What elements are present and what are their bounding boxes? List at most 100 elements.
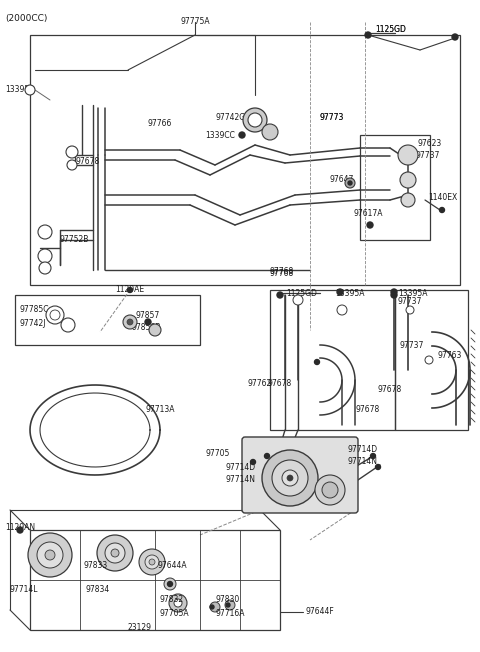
Circle shape <box>28 533 72 577</box>
Bar <box>360 135 430 240</box>
Text: 97737: 97737 <box>415 151 439 160</box>
Text: 97833: 97833 <box>83 561 107 569</box>
Circle shape <box>452 34 458 40</box>
Circle shape <box>38 225 52 239</box>
Text: 97713A: 97713A <box>145 406 175 415</box>
Bar <box>270 290 395 430</box>
Text: 97678: 97678 <box>75 158 99 166</box>
Text: 13395A: 13395A <box>398 288 428 297</box>
Circle shape <box>66 146 78 158</box>
Circle shape <box>440 207 444 213</box>
Text: 97768: 97768 <box>270 267 294 276</box>
Circle shape <box>61 318 75 332</box>
Text: 97742J: 97742J <box>20 318 47 327</box>
Circle shape <box>45 550 55 560</box>
Circle shape <box>25 85 35 95</box>
Text: 97773: 97773 <box>320 113 344 123</box>
Text: 97714N: 97714N <box>348 458 378 466</box>
Text: 97856B: 97856B <box>132 323 161 331</box>
Circle shape <box>111 549 119 557</box>
Circle shape <box>425 356 433 364</box>
Text: 1125GD: 1125GD <box>286 288 317 297</box>
Circle shape <box>239 132 245 138</box>
Circle shape <box>272 460 308 496</box>
Circle shape <box>225 600 235 610</box>
Circle shape <box>169 594 187 612</box>
Circle shape <box>248 113 262 127</box>
Circle shape <box>37 542 63 568</box>
Text: 13395A: 13395A <box>335 288 364 297</box>
Circle shape <box>226 603 230 607</box>
Text: 97623: 97623 <box>418 138 442 147</box>
Text: 97752B: 97752B <box>60 235 89 244</box>
Circle shape <box>17 527 23 533</box>
Text: 97737: 97737 <box>397 297 421 306</box>
Circle shape <box>50 310 60 320</box>
Text: 97678: 97678 <box>378 385 402 394</box>
Bar <box>30 35 460 285</box>
Text: 97773: 97773 <box>320 113 344 123</box>
Text: 97742G: 97742G <box>215 113 245 123</box>
Circle shape <box>401 193 415 207</box>
Circle shape <box>128 288 132 293</box>
Circle shape <box>367 222 373 228</box>
Text: 97644A: 97644A <box>158 561 188 569</box>
Circle shape <box>400 172 416 188</box>
Text: 97737: 97737 <box>400 340 424 349</box>
Circle shape <box>139 549 165 575</box>
Circle shape <box>145 319 151 325</box>
Text: 97830: 97830 <box>215 595 239 604</box>
Bar <box>395 290 468 430</box>
Circle shape <box>398 145 418 165</box>
Text: 1339CC: 1339CC <box>205 130 235 140</box>
Text: 97705A: 97705A <box>160 608 190 617</box>
Circle shape <box>337 289 343 295</box>
Circle shape <box>391 289 397 295</box>
Circle shape <box>127 319 133 325</box>
Text: 97714N: 97714N <box>225 475 255 484</box>
Circle shape <box>375 464 381 469</box>
Circle shape <box>251 460 255 464</box>
Text: 97762: 97762 <box>248 379 272 389</box>
Circle shape <box>168 582 172 587</box>
Text: 1129AN: 1129AN <box>5 522 35 531</box>
Circle shape <box>391 292 397 298</box>
Circle shape <box>149 324 161 336</box>
Circle shape <box>123 315 137 329</box>
Circle shape <box>406 306 414 314</box>
Circle shape <box>149 559 155 565</box>
Circle shape <box>348 181 352 185</box>
Circle shape <box>293 295 303 305</box>
Circle shape <box>46 306 64 324</box>
Circle shape <box>67 160 77 170</box>
Text: 97775A: 97775A <box>180 18 210 27</box>
Text: 1125GD: 1125GD <box>375 25 406 35</box>
Text: 97714D: 97714D <box>225 464 255 473</box>
Circle shape <box>39 262 51 274</box>
Text: 97678: 97678 <box>355 406 379 415</box>
Text: 23129: 23129 <box>128 623 152 632</box>
Text: 97768: 97768 <box>270 269 294 278</box>
Text: 97785C: 97785C <box>20 306 49 314</box>
Text: 97714D: 97714D <box>348 445 378 454</box>
Text: 97705: 97705 <box>205 449 229 458</box>
Circle shape <box>145 555 159 569</box>
Text: 97763: 97763 <box>437 351 461 359</box>
Circle shape <box>210 605 214 609</box>
Circle shape <box>315 475 345 505</box>
Circle shape <box>345 178 355 188</box>
Text: 97716A: 97716A <box>215 608 244 617</box>
Circle shape <box>277 292 283 298</box>
Circle shape <box>38 249 52 263</box>
Circle shape <box>322 482 338 498</box>
Circle shape <box>337 305 347 315</box>
Text: 1125GD: 1125GD <box>375 25 406 35</box>
Bar <box>30 530 280 630</box>
Circle shape <box>371 454 375 458</box>
Text: 97834: 97834 <box>85 585 109 595</box>
Text: 13395A: 13395A <box>5 85 35 95</box>
Bar <box>15 295 200 345</box>
Circle shape <box>210 602 220 612</box>
Circle shape <box>174 599 182 607</box>
Text: 97644F: 97644F <box>305 608 334 617</box>
